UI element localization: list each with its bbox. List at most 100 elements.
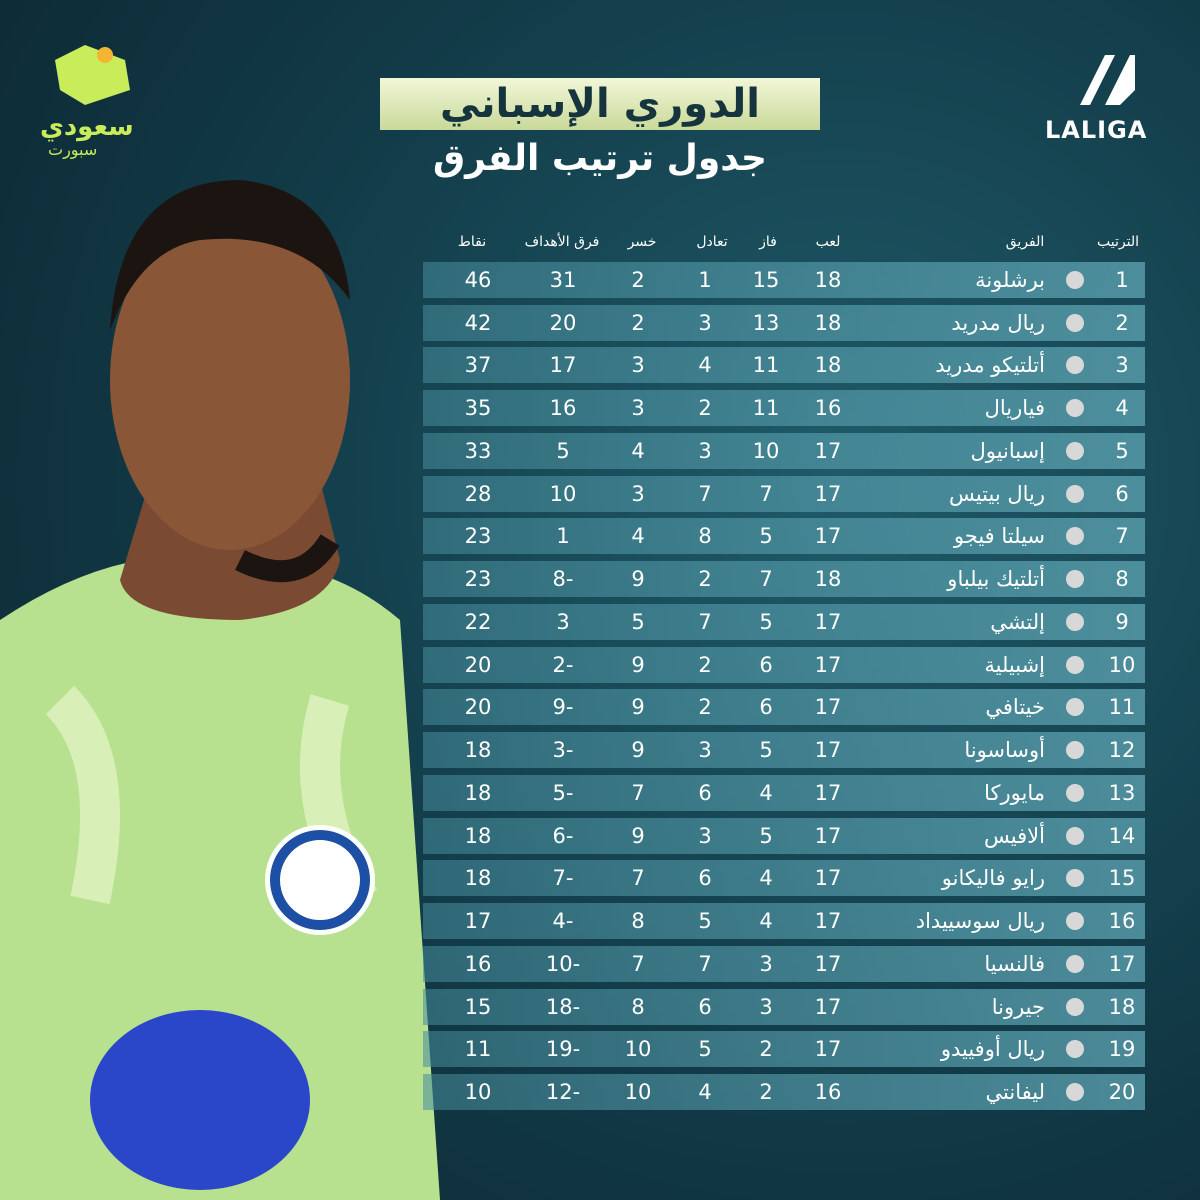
table-cell: 2 (698, 396, 712, 421)
table-cell: 17 (814, 951, 842, 976)
table-cell: 19- (545, 1037, 581, 1062)
table-cell: 16 (814, 396, 842, 421)
table-row (423, 603, 1145, 640)
team-badge (1066, 399, 1084, 418)
table-cell: 5 (556, 438, 570, 463)
team-badge (1066, 612, 1084, 631)
table-cell: 2 (631, 310, 645, 335)
team-name: ريال مدريد (951, 310, 1045, 335)
table-cell: 3 (698, 438, 712, 463)
table-cell: 3 (631, 481, 645, 506)
team-badge (1066, 741, 1084, 760)
table-cell: 11 (752, 353, 780, 378)
team-badge (1066, 954, 1084, 973)
table-cell: 20 (464, 652, 492, 677)
table-cell: 8- (552, 567, 574, 592)
table-cell: 37 (464, 353, 492, 378)
column-header: فاز (759, 234, 777, 250)
table-cell: 3 (759, 951, 773, 976)
column-header: خسر (627, 234, 657, 250)
table-cell: 17 (814, 994, 842, 1019)
table-cell: 15 (1108, 866, 1136, 891)
team-badge (1066, 1083, 1084, 1102)
table-cell: 10 (464, 1080, 492, 1105)
table-cell: 7 (698, 951, 712, 976)
table-cell: 6 (698, 780, 712, 805)
table-row (423, 390, 1145, 427)
table-cell: 6 (759, 695, 773, 720)
team-name: فياريال (984, 396, 1045, 421)
team-badge (1066, 271, 1084, 289)
table-row (423, 817, 1145, 854)
table-cell: 4 (759, 866, 773, 891)
table-cell: 1 (556, 524, 570, 549)
table-cell: 11 (464, 1037, 492, 1062)
column-header: لعب (815, 234, 841, 250)
table-cell: 18 (814, 567, 842, 592)
team-name: إلتشي (990, 609, 1045, 634)
table-cell: 17 (814, 1037, 842, 1062)
table-cell: 35 (464, 396, 492, 421)
table-cell: 7 (698, 609, 712, 634)
table-cell: 4 (631, 438, 645, 463)
table-cell: 13 (752, 310, 780, 335)
team-name: جيرونا (991, 994, 1045, 1019)
table-cell: 5 (631, 609, 645, 634)
team-name: سيلتا فيجو (953, 524, 1045, 549)
table-cell: 3 (759, 994, 773, 1019)
table-cell: 10 (1108, 652, 1136, 677)
table-cell: 6 (1115, 481, 1129, 506)
table-row (423, 432, 1145, 469)
column-header: فرق الأهداف (524, 234, 600, 250)
team-name: إسبانيول (970, 438, 1045, 463)
team-badge (1066, 698, 1084, 717)
table-cell: 17 (814, 823, 842, 848)
table-cell: 16 (549, 396, 577, 421)
table-row (423, 646, 1145, 683)
table-cell: 6 (759, 652, 773, 677)
table-cell: 3 (631, 396, 645, 421)
table-cell: 9 (631, 652, 645, 677)
table-cell: 31 (549, 268, 577, 292)
table-cell: 2 (698, 652, 712, 677)
column-header: نقاط (457, 234, 487, 250)
team-badge (1066, 869, 1084, 888)
table-cell: 18 (464, 823, 492, 848)
table-cell: 4 (631, 524, 645, 549)
column-header: الترتيب (1097, 234, 1139, 250)
table-cell: 20 (549, 310, 577, 335)
table-cell: 17 (814, 481, 842, 506)
site-icon (55, 45, 130, 105)
table-cell: 2- (552, 652, 574, 677)
table-cell: 3 (698, 310, 712, 335)
table-cell: 17 (814, 609, 842, 634)
table-cell: 4 (1115, 396, 1129, 421)
table-cell: 33 (464, 438, 492, 463)
table-cell: 19 (1108, 1037, 1136, 1062)
table-cell: 7 (759, 567, 773, 592)
table-cell: 18 (814, 268, 842, 292)
table-cell: 8 (631, 909, 645, 934)
team-badge (1066, 826, 1084, 845)
table-row (423, 347, 1145, 384)
table-cell: 17 (814, 738, 842, 763)
table-cell: 1 (698, 268, 712, 292)
team-name: برشلونة (975, 268, 1045, 292)
table-row (423, 1074, 1145, 1111)
table-cell: 17 (1108, 951, 1136, 976)
table-cell: 5 (698, 1037, 712, 1062)
table-row (423, 1031, 1145, 1068)
table-cell: 5 (759, 609, 773, 634)
team-badge (1066, 655, 1084, 674)
team-badge (1066, 484, 1084, 503)
table-cell: 2 (759, 1080, 773, 1105)
table-cell: 10 (549, 481, 577, 506)
team-name: ريال أوفييدو (940, 1037, 1045, 1062)
table-row (423, 860, 1145, 897)
table-cell: 20 (1108, 1080, 1136, 1105)
table-cell: 9 (1115, 609, 1129, 634)
table-cell: 16 (1108, 909, 1136, 934)
table-cell: 15 (752, 268, 780, 292)
